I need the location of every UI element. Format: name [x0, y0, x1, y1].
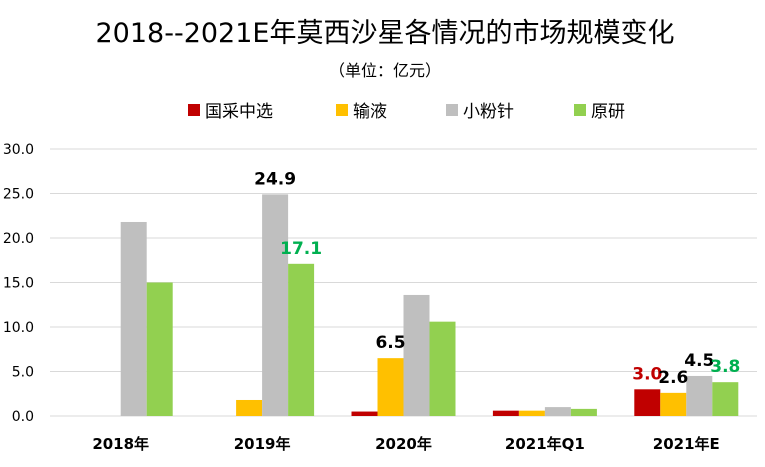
x-tick-label: 2018年 — [92, 435, 149, 453]
bar — [288, 263, 315, 416]
legend-swatch — [446, 104, 458, 116]
legend-label: 原研 — [591, 102, 625, 122]
data-label: 4.5 — [684, 351, 714, 371]
x-tick-label: 2019年 — [234, 435, 291, 453]
bar — [518, 410, 545, 416]
data-label: 17.1 — [280, 239, 322, 259]
y-tick-label: 0.0 — [12, 409, 34, 425]
bar — [262, 194, 289, 416]
y-axis: 0.0 5.0 10.0 15.0 20.0 25.0 30.0 — [3, 142, 34, 425]
bar — [712, 382, 739, 416]
legend-swatch — [188, 104, 200, 116]
bar — [660, 392, 687, 416]
legend: 国采中选 输液 小粉针 原研 — [188, 102, 625, 122]
x-tick-label: 2021年E — [653, 435, 720, 453]
x-tick-label: 2020年 — [375, 435, 432, 453]
chart-subtitle: （单位：亿元） — [329, 61, 441, 80]
bar — [686, 375, 713, 416]
data-label: 3.0 — [632, 364, 662, 384]
data-label: 24.9 — [254, 169, 296, 189]
data-label: 6.5 — [375, 333, 405, 353]
bar — [236, 399, 263, 416]
bar — [146, 282, 173, 416]
bar — [570, 408, 597, 416]
bar — [429, 321, 456, 416]
legend-label: 小粉针 — [463, 102, 514, 122]
bar — [492, 410, 519, 416]
bars — [120, 194, 739, 416]
legend-label: 国采中选 — [205, 102, 273, 122]
bar — [351, 411, 378, 416]
y-tick-label: 10.0 — [3, 320, 34, 336]
bar — [403, 294, 430, 416]
y-tick-label: 30.0 — [3, 142, 34, 158]
bar — [120, 221, 147, 416]
data-labels: 6.5 24.9 17.1 3.02.64.53.8 — [254, 169, 740, 387]
x-tick-label: 2021年Q1 — [505, 435, 585, 453]
legend-label: 输液 — [353, 102, 387, 122]
y-tick-label: 20.0 — [3, 231, 34, 247]
bar — [544, 407, 571, 416]
data-label: 3.8 — [710, 357, 740, 377]
y-tick-label: 15.0 — [3, 276, 34, 292]
y-tick-label: 25.0 — [3, 187, 34, 203]
chart-title: 2018--2021E年莫西沙星各情况的市场规模变化 — [96, 18, 675, 49]
x-axis: 2018年 2019年 2020年 2021年Q1 2021年E — [92, 435, 719, 453]
bar — [634, 389, 661, 416]
legend-swatch — [336, 104, 348, 116]
data-label: 2.6 — [658, 368, 688, 388]
legend-swatch — [574, 104, 586, 116]
y-tick-label: 5.0 — [12, 365, 34, 381]
bar — [377, 358, 404, 416]
